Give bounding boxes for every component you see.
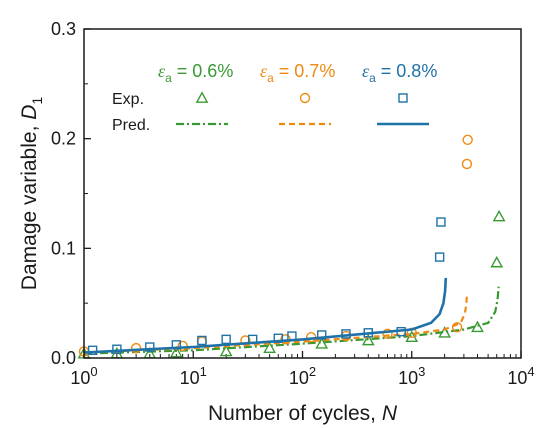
- data-layer: [77, 134, 506, 359]
- exp-point: [396, 326, 406, 337]
- exp-point: [263, 341, 277, 353]
- legend-series-label: εa = 0.8%: [362, 61, 437, 85]
- legend-marker: [398, 93, 408, 103]
- tick-layer: 100 101 102 103 104 0.0 0.1 0.2 0.3: [51, 19, 535, 388]
- pred-line: [83, 277, 448, 354]
- exp-point: [315, 337, 329, 349]
- y-axis-title: Damage variable, D1: [18, 97, 45, 291]
- exp-point: [197, 335, 207, 346]
- series-2: [83, 217, 448, 356]
- x-tick-label: 100: [70, 364, 97, 388]
- exp-point: [169, 345, 183, 358]
- exp-point: [130, 342, 142, 354]
- exp-point: [112, 344, 122, 354]
- pred-line: [83, 286, 500, 355]
- y-tick-label: 0.1: [51, 238, 76, 258]
- pred-line: [83, 295, 468, 354]
- series-1: [78, 134, 473, 357]
- legend-marker: [195, 91, 209, 103]
- exp-point: [363, 328, 373, 338]
- exp-point: [247, 334, 258, 345]
- y-tick-label: 0.3: [51, 19, 76, 39]
- exp-point: [287, 331, 297, 341]
- exp-point: [451, 322, 463, 333]
- x-tick-label: 103: [398, 364, 425, 388]
- exp-point: [273, 333, 283, 343]
- y-tick-label: 0.0: [51, 348, 76, 368]
- legend-pred-label: Pred.: [112, 117, 150, 134]
- exp-point: [490, 255, 504, 268]
- exp-point: [177, 340, 188, 352]
- exp-point: [341, 329, 351, 339]
- exp-point: [219, 344, 233, 357]
- y-tick-label: 0.2: [51, 129, 76, 149]
- legend: εa = 0.6% εa = 0.7% εa = 0.8% Exp. Pred.: [112, 61, 437, 134]
- x-tick-label: 101: [180, 364, 207, 388]
- legend-exp-label: Exp.: [112, 91, 144, 108]
- exp-point: [317, 330, 327, 340]
- exp-point: [361, 333, 375, 346]
- exp-point: [145, 342, 155, 352]
- exp-point: [382, 328, 393, 340]
- exp-point: [462, 134, 473, 145]
- legend-series-label: εa = 0.6%: [158, 61, 233, 85]
- exp-point: [434, 252, 445, 262]
- exp-point: [492, 209, 506, 222]
- exp-point: [171, 340, 182, 350]
- exp-point: [461, 158, 473, 170]
- exp-point: [438, 326, 452, 338]
- x-tick-label: 104: [507, 364, 534, 388]
- exp-point: [221, 334, 231, 345]
- x-axis-title: Number of cycles, N: [208, 402, 398, 425]
- exp-point: [87, 345, 98, 356]
- series-0: [77, 209, 506, 359]
- exp-point: [471, 320, 484, 333]
- x-tick-label: 102: [289, 364, 316, 388]
- exp-point: [436, 217, 446, 227]
- legend-series-label: εa = 0.7%: [260, 61, 335, 85]
- legend-marker: [299, 92, 311, 104]
- exp-point: [240, 335, 251, 346]
